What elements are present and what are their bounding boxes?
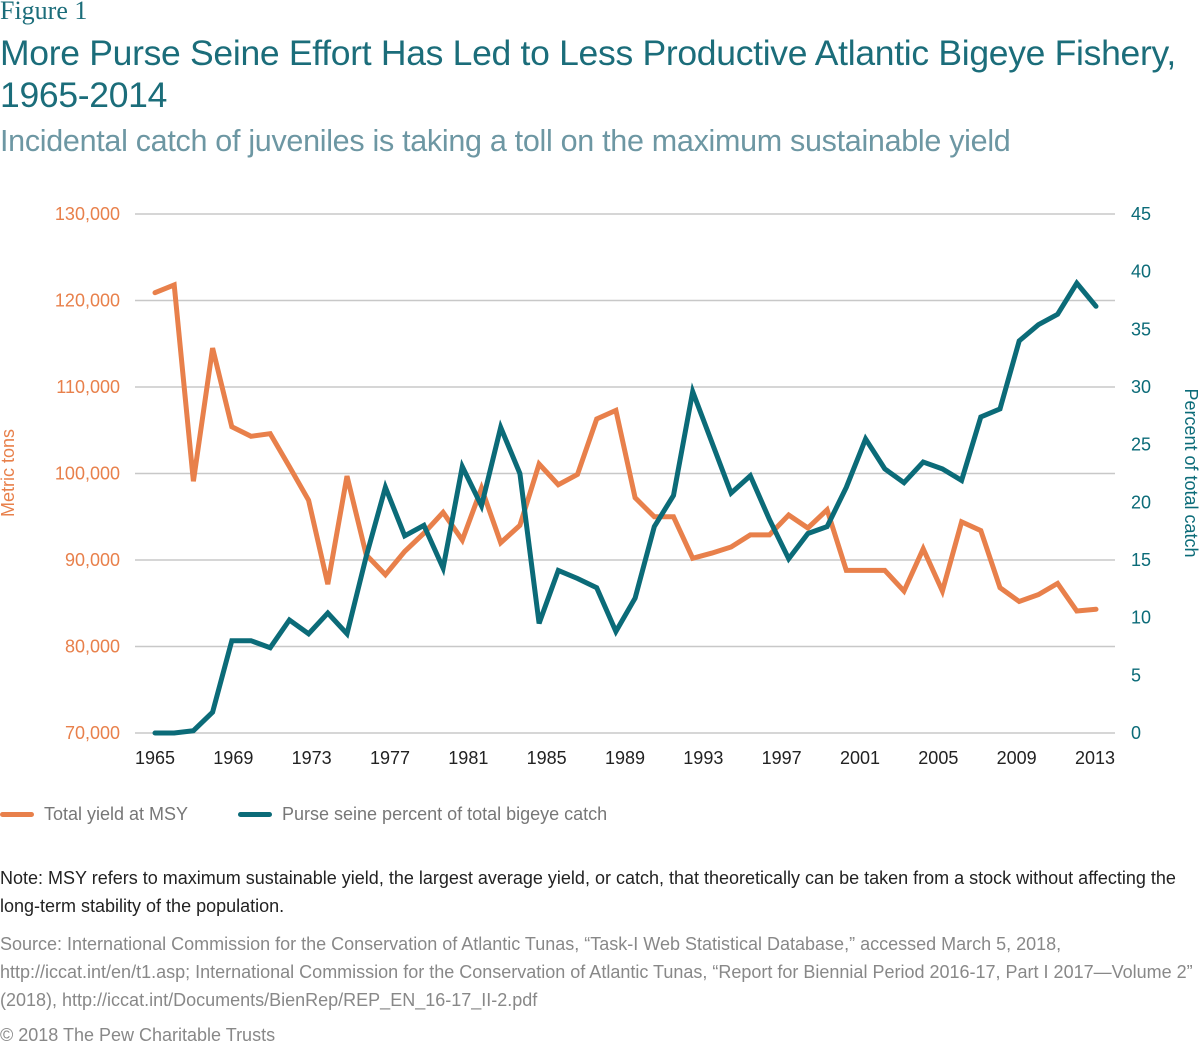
right-tick-label: 35 <box>1131 319 1151 339</box>
legend-swatch-orange <box>0 812 34 817</box>
x-tick-label: 1989 <box>605 748 645 768</box>
x-tick-label: 2001 <box>840 748 880 768</box>
left-tick-label: 90,000 <box>65 550 120 570</box>
right-axis-label: Percent of total catch <box>1181 388 1200 557</box>
x-tick-label: 1985 <box>527 748 567 768</box>
right-tick-label: 45 <box>1131 204 1151 224</box>
note: Note: MSY refers to maximum sustainable … <box>0 864 1195 920</box>
right-axis-ticks: 0 5 10 15 20 25 30 35 40 45 <box>1131 204 1151 743</box>
gridlines <box>135 214 1115 733</box>
purse-seine-percent-line <box>155 283 1096 733</box>
series-lines <box>155 283 1096 733</box>
left-tick-label: 110,000 <box>56 377 120 397</box>
left-axis-ticks: 70,000 80,000 90,000 100,000 110,000 120,000 1… <box>55 204 120 743</box>
x-tick-label: 1977 <box>370 748 410 768</box>
x-tick-label: 1993 <box>683 748 723 768</box>
legend-label: Total yield at MSY <box>44 804 188 825</box>
right-tick-label: 0 <box>1131 723 1141 743</box>
x-tick-label: 2009 <box>997 748 1037 768</box>
left-axis-label: Metric tons <box>0 429 18 517</box>
line-chart: 70,000 80,000 90,000 100,000 110,000 120,000 1… <box>0 0 1200 790</box>
right-tick-label: 5 <box>1131 665 1141 685</box>
legend-item-msy: Total yield at MSY <box>0 804 188 825</box>
right-tick-label: 25 <box>1131 435 1151 455</box>
purse-seine-points <box>155 283 1096 733</box>
right-tick-label: 30 <box>1131 377 1151 397</box>
x-tick-label: 1981 <box>448 748 488 768</box>
x-tick-label: 1969 <box>213 748 253 768</box>
legend-label: Purse seine percent of total bigeye catc… <box>282 804 607 825</box>
right-tick-label: 20 <box>1131 492 1151 512</box>
source: Source: International Commission for the… <box>0 930 1195 1014</box>
legend-swatch-teal <box>238 812 272 817</box>
legend-item-purse-seine: Purse seine percent of total bigeye catc… <box>238 804 607 825</box>
x-tick-label: 2013 <box>1075 748 1115 768</box>
msy-yield-line <box>155 285 1096 611</box>
right-tick-label: 40 <box>1131 262 1151 282</box>
x-tick-label: 2005 <box>918 748 958 768</box>
right-tick-label: 10 <box>1131 608 1151 628</box>
x-axis-ticks: 1965 1969 1973 1977 1981 1985 1989 1993 1997 2001… <box>135 748 1115 768</box>
x-tick-label: 1973 <box>292 748 332 768</box>
left-tick-label: 100,000 <box>55 464 120 484</box>
copyright: © 2018 The Pew Charitable Trusts <box>0 1025 275 1046</box>
right-tick-label: 15 <box>1131 550 1151 570</box>
left-tick-label: 130,000 <box>55 204 120 224</box>
x-tick-label: 1997 <box>762 748 802 768</box>
left-tick-label: 120,000 <box>55 291 120 311</box>
x-tick-label: 1965 <box>135 748 175 768</box>
left-tick-label: 80,000 <box>65 637 120 657</box>
left-tick-label: 70,000 <box>65 723 120 743</box>
